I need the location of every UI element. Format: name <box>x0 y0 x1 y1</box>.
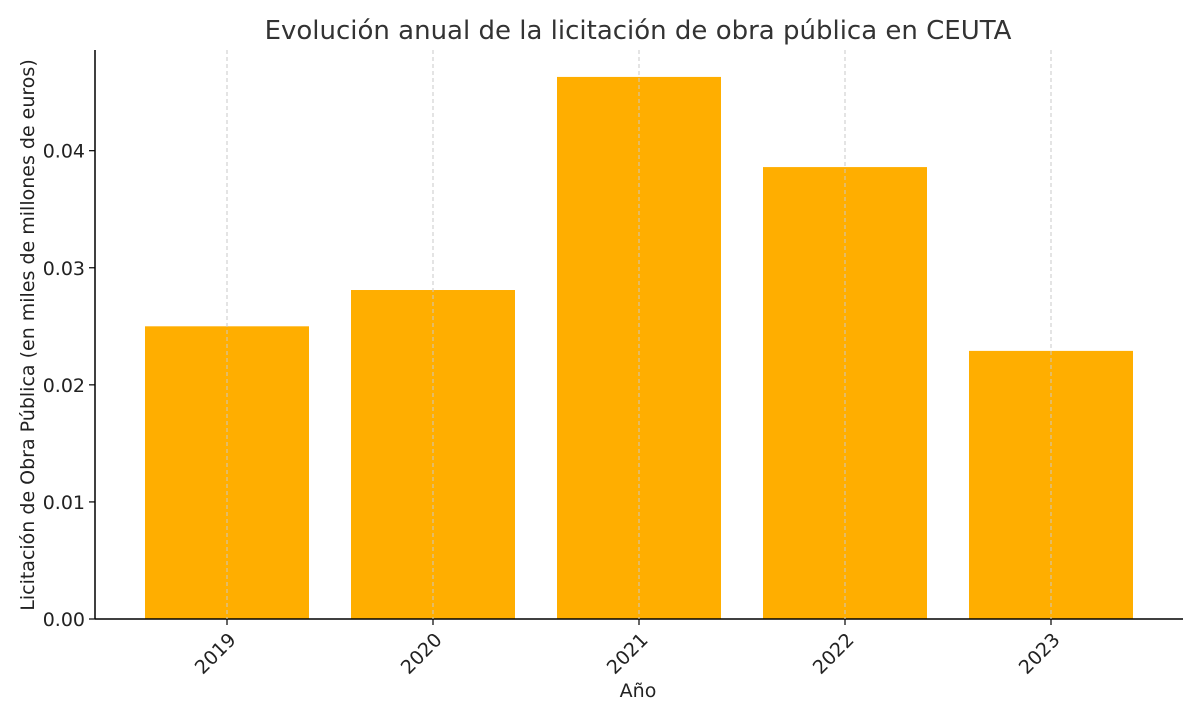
y-tick-label-3: 0.03 <box>43 258 85 280</box>
x-tick-label-2020: 2020 <box>397 629 447 679</box>
x-tick-label-2023: 2023 <box>1015 629 1065 679</box>
y-tick-label-0: 0.00 <box>43 609 85 631</box>
y-ticks: 0.00 0.01 0.02 0.03 0.04 <box>43 141 95 631</box>
y-axis-label: Licitación de Obra Pública (en miles de … <box>17 59 39 610</box>
x-tick-label-2022: 2022 <box>809 629 859 679</box>
chart-title: Evolución anual de la licitación de obra… <box>265 16 1012 46</box>
x-ticks: 2019 2020 2021 2022 2023 <box>191 619 1065 679</box>
x-tick-label-2019: 2019 <box>191 629 241 679</box>
y-tick-label-2: 0.02 <box>43 375 85 397</box>
y-tick-label-4: 0.04 <box>43 141 85 163</box>
y-tick-label-1: 0.01 <box>43 492 85 514</box>
x-axis-label: Año <box>620 680 657 702</box>
x-tick-label-2021: 2021 <box>603 629 653 679</box>
grid-lines <box>226 50 1052 619</box>
